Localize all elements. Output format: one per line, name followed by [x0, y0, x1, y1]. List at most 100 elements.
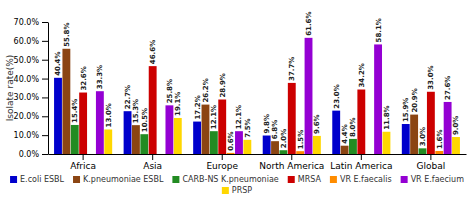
y-tick-mark [42, 60, 48, 61]
legend-swatch [288, 176, 295, 183]
data-label: 17.2% [194, 95, 202, 119]
bars [54, 38, 460, 154]
bar [305, 38, 313, 154]
data-label: 15.4% [71, 99, 79, 123]
bar [218, 100, 226, 154]
x-tick-mark [430, 154, 431, 160]
y-tick-label: 50.0% [14, 56, 40, 65]
x-tick-label: Global [417, 161, 446, 171]
x-tick-mark [152, 154, 153, 160]
y-tick-mark [42, 97, 48, 98]
y-tick: 30.0% [14, 93, 48, 102]
bar [227, 153, 235, 154]
bar-series [96, 38, 452, 154]
data-label: 61.6% [305, 12, 313, 36]
data-label: 9.6% [313, 114, 321, 133]
bar [444, 102, 452, 154]
legend-swatch [222, 187, 229, 194]
y-tick-label: 20.0% [14, 112, 40, 121]
data-label: 20.9% [411, 88, 419, 112]
bar-series [54, 78, 410, 154]
y-tick-label: 0.0% [19, 150, 40, 159]
legend-item: VR E.faecium [401, 175, 465, 184]
bar [402, 124, 410, 154]
bar [104, 129, 112, 154]
data-label: 32.6% [80, 66, 88, 90]
x-tick-label: Europe [206, 161, 238, 171]
bar [235, 131, 243, 154]
data-label: 33.0% [427, 65, 435, 89]
bar [341, 146, 349, 154]
y-tick: 20.0% [14, 112, 48, 121]
bar [124, 111, 132, 154]
data-label: 58.1% [375, 18, 383, 42]
x-axis: AfricaAsiaEuropeNorth AmericaLatin Ameri… [49, 154, 467, 171]
data-label: 25.8% [166, 79, 174, 103]
data-label: 3.0% [419, 127, 427, 146]
y-tick: 0.0% [19, 150, 48, 159]
data-label: 12.1% [210, 105, 218, 129]
bar [140, 134, 148, 154]
data-label: 37.7% [288, 57, 296, 81]
legend-swatch [172, 176, 179, 183]
x-tick: Latin America [330, 154, 392, 171]
bar [410, 115, 418, 154]
data-label: 9.8% [263, 114, 271, 133]
data-label: 12.1% [235, 105, 243, 129]
data-label: 15.3% [132, 99, 140, 123]
data-label: 23.0% [333, 84, 341, 108]
legend-label: MRSA [298, 175, 322, 184]
x-tick-label: Latin America [330, 161, 392, 171]
bar [452, 137, 460, 154]
x-tick-label: Africa [70, 161, 96, 171]
x-tick-mark [361, 154, 362, 160]
legend-swatch [330, 176, 337, 183]
x-tick: Africa [70, 154, 96, 171]
y-tick-mark [42, 41, 48, 42]
y-axis: 0.0%10.0%20.0%30.0%40.0%50.0%60.0%70.0% [14, 18, 49, 159]
y-tick-label: 30.0% [14, 93, 40, 102]
data-label: 1.5% [297, 130, 305, 149]
legend-label: K.pneumoniae ESBL [83, 175, 164, 184]
bar [165, 105, 173, 154]
bar [157, 154, 165, 155]
data-label: 55.8% [63, 22, 71, 46]
bar [288, 83, 296, 154]
data-label: 10.5% [141, 108, 149, 132]
data-label: 40.4% [54, 52, 62, 76]
legend-label: E.coli ESBL [20, 175, 65, 184]
data-label: 1.6% [436, 130, 444, 149]
x-tick-label: Asia [143, 161, 162, 171]
bar [332, 111, 340, 154]
bar [427, 92, 435, 154]
y-tick-label: 70.0% [14, 18, 40, 27]
data-label: 22.7% [124, 85, 132, 109]
y-tick: 10.0% [14, 131, 48, 140]
bar [202, 105, 210, 154]
data-label: 15.9% [402, 98, 410, 122]
bar [357, 90, 365, 154]
bar-series [104, 118, 460, 154]
data-label: 9.0% [452, 116, 460, 135]
y-tick-label: 60.0% [14, 37, 40, 46]
bar [96, 91, 104, 154]
x-tick: Asia [143, 154, 162, 171]
x-tick-mark [222, 154, 223, 160]
bar [193, 122, 201, 154]
data-label: 4.4% [341, 124, 349, 143]
bar [54, 78, 62, 154]
bar [210, 131, 218, 154]
data-labels: 40.4% 22.7% 17.2% 9.8% 23.0% 15.9% 55.8% 15.3% 2… [54, 12, 460, 151]
legend-item: E.coli ESBL [10, 175, 65, 184]
x-tick: Global [417, 154, 446, 171]
y-tick-mark [42, 154, 48, 155]
y-tick-mark [42, 22, 48, 23]
y-axis-line [48, 23, 49, 155]
legend: E.coli ESBL K.pneumoniae ESBL CARB-NS K.pn… [10, 175, 464, 195]
x-tick-mark [291, 154, 292, 160]
data-label: 33.3% [96, 65, 104, 89]
legend-label: VR E.faecium [411, 175, 465, 184]
bar [313, 136, 321, 154]
x-tick-mark [83, 154, 84, 160]
legend-item: CARB-NS K.pneumoniae [172, 175, 278, 184]
